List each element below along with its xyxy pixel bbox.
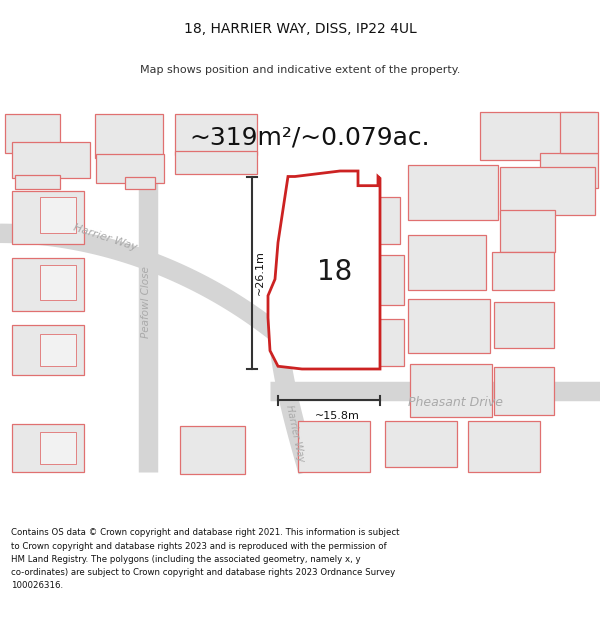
- Bar: [40, 266, 76, 300]
- Text: Harrier Way: Harrier Way: [72, 223, 138, 253]
- Bar: [410, 364, 492, 417]
- Polygon shape: [268, 171, 380, 369]
- Bar: [96, 154, 164, 183]
- Text: 18, HARRIER WAY, DISS, IP22 4UL: 18, HARRIER WAY, DISS, IP22 4UL: [184, 22, 416, 36]
- Bar: [175, 151, 257, 174]
- Bar: [408, 299, 490, 352]
- Bar: [480, 112, 595, 160]
- Bar: [175, 114, 257, 156]
- Bar: [40, 197, 76, 233]
- Bar: [494, 367, 554, 415]
- Bar: [408, 164, 498, 219]
- Bar: [12, 325, 84, 376]
- Bar: [500, 168, 595, 215]
- Bar: [12, 424, 84, 472]
- Text: Map shows position and indicative extent of the property.: Map shows position and indicative extent…: [140, 65, 460, 75]
- Bar: [12, 258, 84, 311]
- Bar: [500, 209, 555, 252]
- Bar: [15, 174, 60, 189]
- Text: Contains OS data © Crown copyright and database right 2021. This information is : Contains OS data © Crown copyright and d…: [11, 528, 400, 590]
- Bar: [12, 191, 84, 244]
- Text: Pheasant Drive: Pheasant Drive: [407, 396, 503, 409]
- Bar: [95, 114, 163, 158]
- Bar: [298, 421, 370, 472]
- Text: ~319m²/~0.079ac.: ~319m²/~0.079ac.: [190, 125, 430, 149]
- Bar: [494, 302, 554, 348]
- Bar: [492, 252, 554, 290]
- Bar: [408, 235, 486, 290]
- Bar: [352, 256, 404, 305]
- Bar: [385, 421, 457, 467]
- Text: Harrier Way: Harrier Way: [284, 404, 306, 462]
- Bar: [560, 112, 598, 152]
- Text: 18: 18: [317, 258, 353, 286]
- Text: ~15.8m: ~15.8m: [314, 411, 359, 421]
- Bar: [468, 421, 540, 472]
- Text: ~26.1m: ~26.1m: [255, 250, 265, 295]
- Bar: [125, 176, 155, 189]
- Bar: [352, 319, 404, 366]
- Bar: [40, 334, 76, 366]
- Bar: [12, 142, 90, 178]
- Text: Peafowl Close: Peafowl Close: [141, 266, 151, 338]
- Bar: [40, 432, 76, 464]
- Bar: [180, 426, 245, 474]
- Bar: [352, 197, 400, 244]
- Bar: [5, 114, 60, 152]
- Bar: [540, 152, 598, 188]
